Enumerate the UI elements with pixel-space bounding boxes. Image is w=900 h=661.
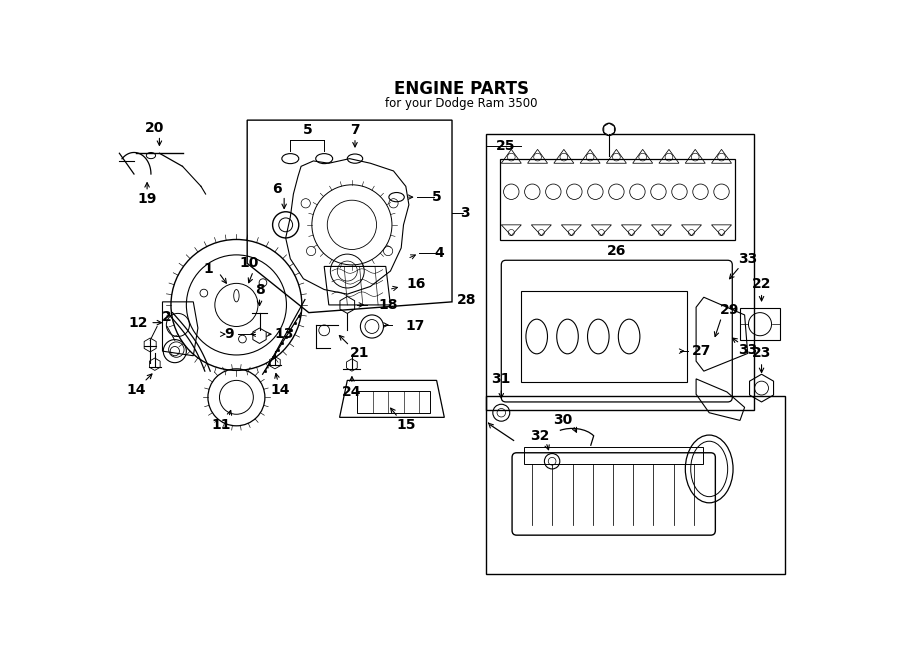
Text: 22: 22 [752, 277, 771, 291]
Text: 13: 13 [274, 327, 293, 341]
Text: 28: 28 [457, 293, 476, 307]
Text: 33: 33 [738, 342, 757, 356]
Text: 32: 32 [530, 429, 550, 443]
Text: for your Dodge Ram 3500: for your Dodge Ram 3500 [385, 97, 537, 110]
Text: 24: 24 [342, 385, 362, 399]
Text: 14: 14 [127, 383, 146, 397]
Text: 9: 9 [224, 327, 233, 341]
Text: 10: 10 [239, 256, 259, 270]
Text: 30: 30 [554, 413, 572, 428]
Text: 21: 21 [350, 346, 369, 360]
Text: 31: 31 [491, 372, 511, 386]
Text: 12: 12 [128, 316, 148, 330]
Text: 15: 15 [396, 418, 416, 432]
Text: 3: 3 [460, 206, 470, 219]
Text: 25: 25 [496, 139, 516, 153]
Text: 8: 8 [255, 282, 265, 297]
Text: 7: 7 [350, 123, 360, 137]
Text: 23: 23 [752, 346, 771, 360]
Text: 26: 26 [608, 244, 626, 258]
Text: 14: 14 [271, 383, 290, 397]
Text: 19: 19 [138, 192, 157, 206]
Text: 6: 6 [272, 182, 282, 196]
Text: 18: 18 [378, 298, 398, 312]
Text: 5: 5 [432, 190, 442, 204]
Text: 20: 20 [145, 121, 165, 135]
Text: 16: 16 [407, 277, 427, 291]
Text: 17: 17 [405, 319, 425, 334]
Text: 4: 4 [435, 247, 445, 260]
Text: 33: 33 [738, 252, 757, 266]
Text: 29: 29 [719, 303, 739, 317]
Text: 27: 27 [692, 344, 711, 358]
Text: 2: 2 [162, 310, 172, 325]
Text: 1: 1 [203, 262, 213, 276]
Text: 11: 11 [212, 418, 230, 432]
Text: 5: 5 [302, 123, 312, 137]
Text: ENGINE PARTS: ENGINE PARTS [394, 81, 529, 98]
Circle shape [603, 123, 616, 136]
